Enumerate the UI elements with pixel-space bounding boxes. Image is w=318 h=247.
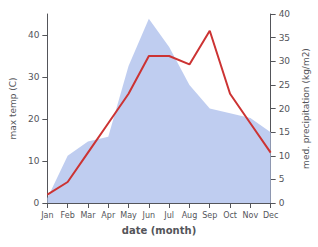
svg-text:25: 25 — [279, 80, 290, 90]
svg-text:Apr: Apr — [101, 211, 116, 220]
svg-text:15: 15 — [279, 127, 290, 137]
svg-text:30: 30 — [279, 56, 291, 66]
svg-text:35: 35 — [279, 33, 290, 43]
svg-text:20: 20 — [28, 114, 40, 124]
svg-text:0: 0 — [34, 198, 40, 208]
svg-text:med. precipitation (kg/m2): med. precipitation (kg/m2) — [301, 48, 311, 169]
svg-text:Nov: Nov — [243, 211, 259, 220]
svg-text:5: 5 — [279, 174, 285, 184]
svg-text:date (month): date (month) — [122, 225, 196, 236]
svg-text:max temp (C): max temp (C) — [8, 77, 18, 139]
svg-text:40: 40 — [28, 30, 40, 40]
svg-text:Oct: Oct — [223, 211, 237, 220]
svg-text:20: 20 — [279, 104, 291, 114]
svg-text:Aug: Aug — [182, 211, 198, 220]
svg-text:40: 40 — [279, 9, 291, 19]
svg-text:10: 10 — [279, 151, 291, 161]
svg-text:Sep: Sep — [202, 211, 217, 220]
svg-text:0: 0 — [279, 198, 285, 208]
svg-text:May: May — [120, 211, 137, 220]
svg-text:Mar: Mar — [80, 211, 96, 220]
svg-text:Jul: Jul — [163, 211, 174, 220]
svg-text:10: 10 — [28, 156, 40, 166]
svg-text:Dec: Dec — [263, 211, 278, 220]
svg-text:Jan: Jan — [40, 211, 53, 220]
svg-text:Feb: Feb — [61, 211, 75, 220]
svg-text:30: 30 — [28, 72, 40, 82]
svg-text:Jun: Jun — [142, 211, 156, 220]
